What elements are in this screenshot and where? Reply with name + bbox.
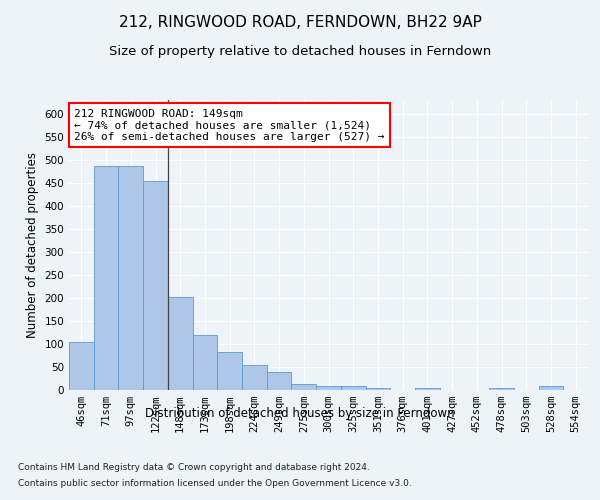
Bar [365,388,390,390]
Text: 212, RINGWOOD ROAD, FERNDOWN, BH22 9AP: 212, RINGWOOD ROAD, FERNDOWN, BH22 9AP [119,15,481,30]
Bar [267,372,292,390]
Text: Contains public sector information licensed under the Open Government Licence v3: Contains public sector information licen… [18,479,412,488]
Bar [242,364,267,390]
Bar [217,352,242,390]
Bar [489,388,514,390]
Bar [316,386,341,390]
Text: 212 RINGWOOD ROAD: 149sqm
← 74% of detached houses are smaller (1,524)
26% of se: 212 RINGWOOD ROAD: 149sqm ← 74% of detac… [74,108,385,142]
Bar [69,342,94,390]
Y-axis label: Number of detached properties: Number of detached properties [26,152,39,338]
Bar [193,335,217,390]
Bar [539,386,563,390]
Bar [292,384,316,390]
Bar [341,386,365,390]
Text: Distribution of detached houses by size in Ferndown: Distribution of detached houses by size … [145,408,455,420]
Bar [415,388,440,390]
Bar [118,166,143,390]
Bar [94,166,118,390]
Bar [143,182,168,390]
Bar [168,297,193,390]
Text: Contains HM Land Registry data © Crown copyright and database right 2024.: Contains HM Land Registry data © Crown c… [18,462,370,471]
Text: Size of property relative to detached houses in Ferndown: Size of property relative to detached ho… [109,45,491,58]
